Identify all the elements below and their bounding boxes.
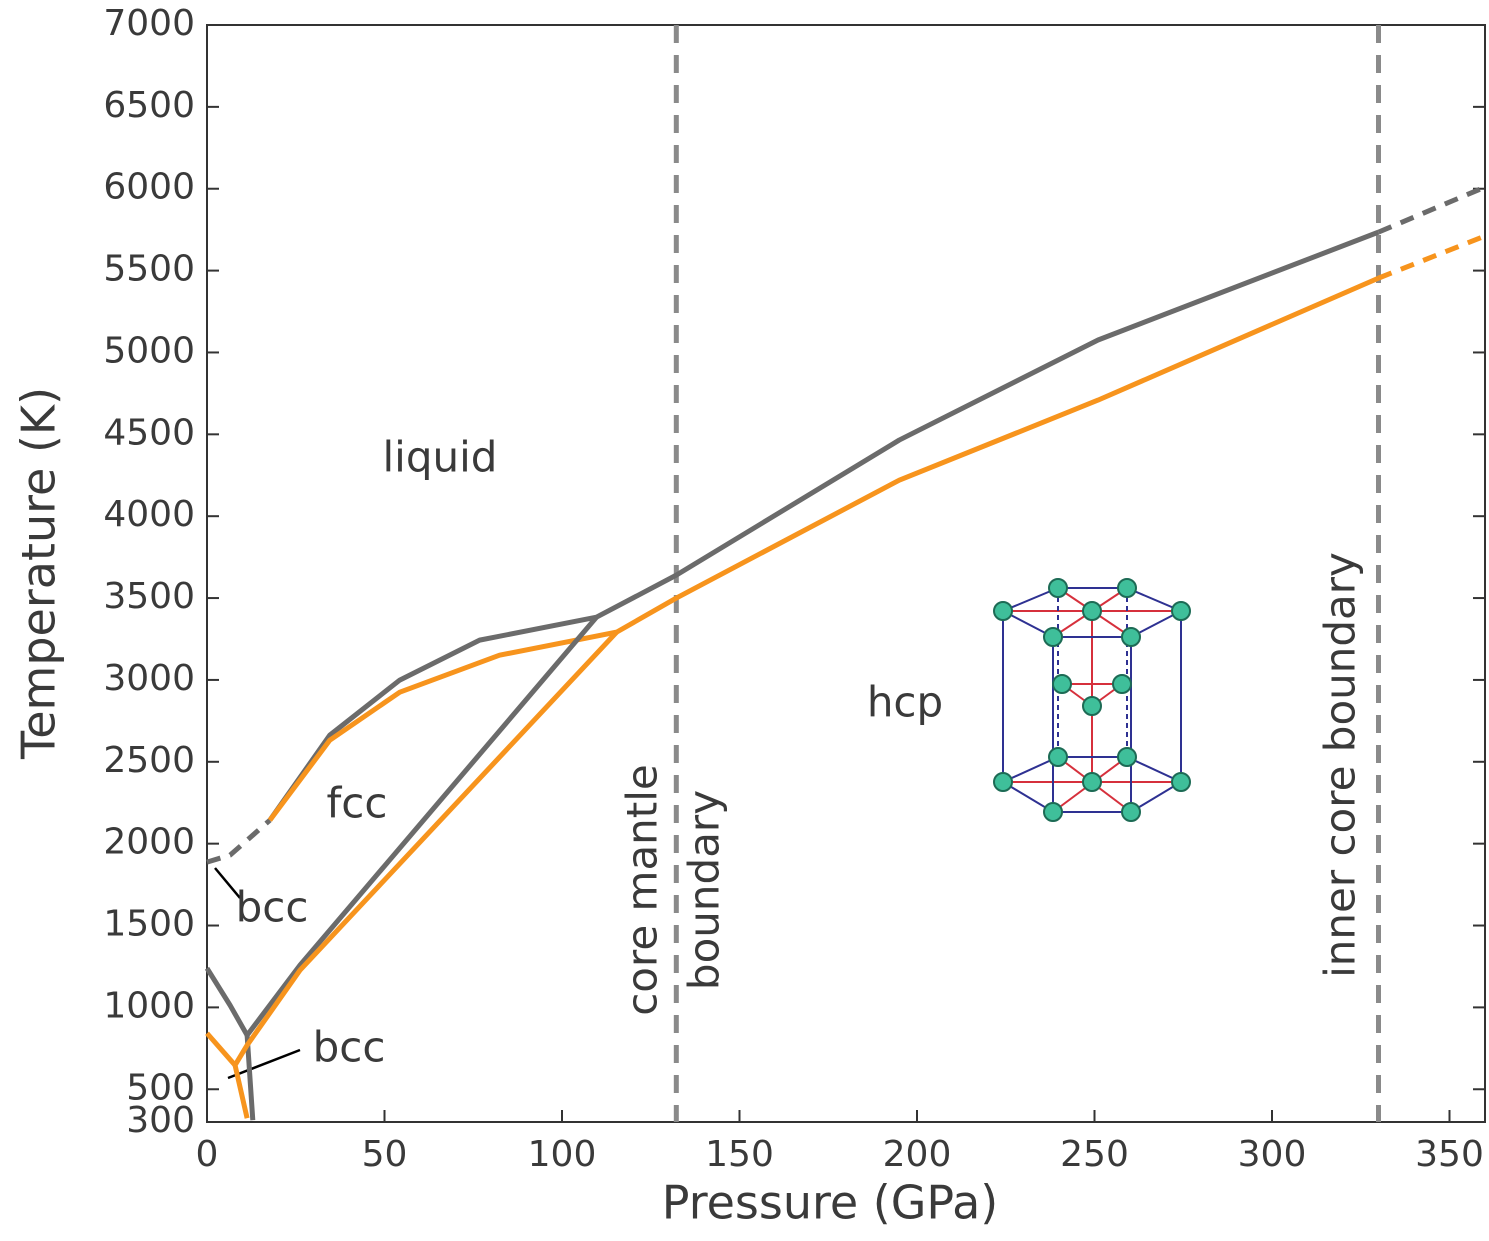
phase-line — [204, 966, 250, 1037]
x-tick-label: 150 — [705, 1134, 774, 1175]
x-tick-label: 0 — [196, 1134, 219, 1175]
y-tick-label: 6000 — [103, 167, 195, 208]
y-tick-label: 500 — [126, 1067, 195, 1108]
leader-line — [227, 1048, 301, 1080]
y-tick-label: 300 — [126, 1100, 195, 1141]
region-label: fcc — [327, 779, 388, 828]
region-label: bcc — [313, 1023, 386, 1072]
phase-line — [206, 818, 272, 865]
phase-line — [1377, 184, 1486, 235]
phase-line — [244, 615, 599, 1121]
y-tick-label: 6500 — [103, 85, 195, 126]
phase-line — [1377, 233, 1486, 281]
x-tick-label: 300 — [1238, 1134, 1307, 1175]
y-tick-label: 7000 — [103, 3, 195, 44]
hcp-crystal-icon — [993, 578, 1191, 822]
x-axis-label: Pressure (GPa) — [662, 1176, 998, 1230]
boundary-label: core mantle — [618, 764, 667, 1016]
phase-line — [205, 1031, 237, 1067]
y-tick-label: 1000 — [103, 985, 195, 1026]
y-tick-label: 2000 — [103, 822, 195, 863]
y-tick-label: 1500 — [103, 904, 195, 945]
phase-line — [232, 630, 619, 1119]
boundary-label: inner core boundary — [1316, 552, 1365, 978]
y-tick-label: 3000 — [103, 658, 195, 699]
boundary-label: boundary — [680, 790, 729, 990]
y-tick-label: 4000 — [103, 494, 195, 535]
y-tick-label: 4500 — [103, 412, 195, 453]
x-tick-label: 50 — [362, 1134, 408, 1175]
region-label: liquid — [383, 433, 498, 482]
y-axis-label: Temperature (K) — [12, 387, 66, 760]
leader-line — [214, 867, 241, 899]
phase-line — [267, 275, 1380, 822]
y-tick-label: 5000 — [103, 330, 195, 371]
y-tick-label: 3500 — [103, 576, 195, 617]
plot-frame — [206, 24, 1486, 1123]
x-tick-label: 350 — [1415, 1134, 1484, 1175]
x-tick-label: 250 — [1060, 1134, 1129, 1175]
region-label: bcc — [236, 883, 309, 932]
y-tick-label: 2500 — [103, 740, 195, 781]
region-label: hcp — [867, 678, 943, 727]
x-tick-label: 100 — [528, 1134, 597, 1175]
phase-line — [267, 229, 1380, 822]
x-tick-label: 200 — [883, 1134, 952, 1175]
y-tick-label: 5500 — [103, 249, 195, 290]
